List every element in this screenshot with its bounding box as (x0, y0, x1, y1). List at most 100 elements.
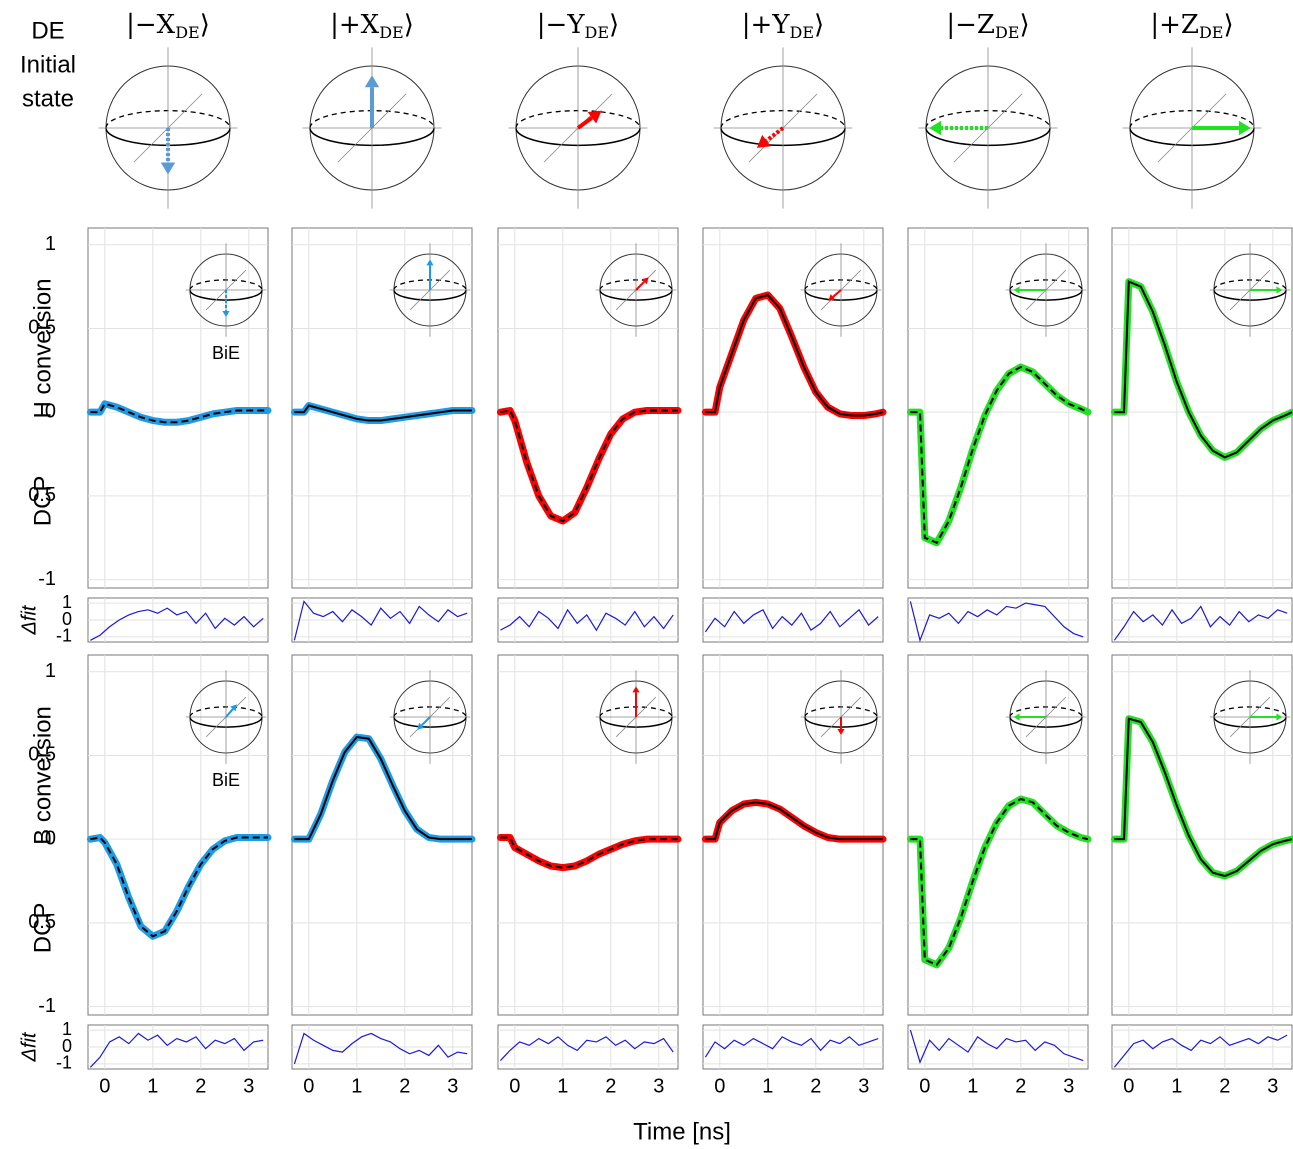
arrow-head (756, 134, 771, 148)
y-tick-label: 0.5 (28, 744, 56, 766)
residual-tick-label: 1 (62, 592, 72, 612)
x-tick-label: 0 (714, 1075, 725, 1097)
state-suffix: ⟩ (814, 10, 824, 40)
panel-frame (702, 227, 884, 589)
state-prefix: |+Z (1150, 10, 1199, 40)
annotation: BiE (212, 770, 240, 790)
residual-tick-label: 1 (62, 1019, 72, 1039)
header-line: DE (31, 17, 64, 44)
state-arrow (576, 116, 594, 130)
residual-curve (500, 608, 674, 632)
y-tick-label: 1 (45, 660, 56, 682)
state-label: |−YDE⟩ (537, 10, 619, 42)
state-suffix: ⟩ (404, 10, 414, 40)
x-tick-label: 3 (447, 1075, 458, 1097)
x-tick-label: 0 (509, 1075, 520, 1097)
state-prefix: |+Y (742, 10, 791, 40)
panel-frame (497, 654, 679, 1016)
arrow-head (587, 110, 602, 124)
state-arrow (420, 716, 431, 727)
x-tick-label: 0 (303, 1075, 314, 1097)
x-tick-label: 1 (1171, 1075, 1182, 1097)
fit-curve (910, 797, 1089, 966)
arrow-head (632, 686, 640, 693)
x-tick-label: 2 (1015, 1075, 1026, 1097)
fit-curve (500, 409, 678, 523)
fit-curve (705, 801, 883, 841)
fit-curve (500, 836, 678, 869)
state-suffix: ⟩ (1019, 10, 1029, 40)
fit-curve (1114, 717, 1293, 878)
y-tick-label: -1 (38, 568, 56, 590)
state-subscript: DE (585, 23, 610, 42)
residual-curve (89, 1032, 264, 1068)
panel-frame (1111, 227, 1293, 589)
y-tick-label: 0.5 (28, 317, 56, 339)
state-label: |+ZDE⟩ (1150, 10, 1233, 42)
residual-tick-label: 0 (62, 609, 72, 629)
arrow-head (1276, 713, 1283, 721)
fit-curve (910, 365, 1089, 545)
axis (543, 93, 613, 163)
panel-frame (702, 654, 884, 1016)
state-prefix: |−X (126, 10, 176, 40)
header-line: state (22, 85, 74, 112)
x-axis-label: Time [ns] (633, 1118, 731, 1145)
residual-curve (1113, 605, 1288, 641)
panel-frame (907, 654, 1089, 1016)
residual-y-label: Δfit (18, 604, 40, 635)
state-prefix: |−Z (946, 10, 995, 40)
arrow-head (222, 311, 230, 317)
arrow-head (426, 259, 434, 266)
fit-curve (294, 404, 472, 422)
y-axis-label: DCP (29, 476, 56, 527)
x-tick-label: 1 (557, 1075, 568, 1097)
x-tick-label: 2 (605, 1075, 616, 1097)
fit-curve (1114, 280, 1293, 459)
header-line: Initial (20, 51, 76, 78)
y-axis-label: DCP (29, 903, 56, 954)
x-tick-label: 3 (653, 1075, 664, 1097)
state-arrow (225, 708, 234, 718)
state-subscript: DE (995, 23, 1020, 42)
arrow-head (1013, 286, 1020, 294)
state-suffix: ⟩ (609, 10, 619, 40)
state-arrow (765, 126, 785, 143)
state-arrow (635, 280, 646, 291)
x-tick-label: 0 (1123, 1075, 1134, 1097)
state-suffix: ⟩ (1223, 10, 1233, 40)
y-tick-label: 0.5 (28, 911, 56, 933)
state-label: |+XDE⟩ (330, 10, 414, 42)
state-subscript: DE (1199, 23, 1224, 42)
fit-curve (294, 735, 472, 841)
arrow-head (364, 75, 380, 88)
state-subscript: DE (175, 23, 200, 42)
residual-tick-label: -1 (56, 626, 72, 646)
residual-curve (1113, 1034, 1288, 1068)
y-tick-label: 0 (45, 400, 56, 422)
residual-curve (909, 601, 1084, 643)
residual-curve (704, 608, 879, 633)
y-tick-label: 0 (45, 827, 56, 849)
arrow-head (417, 722, 425, 730)
residual-curve (909, 1029, 1084, 1064)
residual-y-label: Δfit (18, 1031, 40, 1062)
arrow-head (1276, 286, 1283, 294)
y-axis-label: H conversion (29, 278, 56, 418)
state-prefix: |−Y (537, 10, 586, 40)
x-tick-label: 3 (243, 1075, 254, 1097)
residual-tick-label: -1 (56, 1053, 72, 1073)
panel-frame (291, 654, 473, 1016)
x-tick-label: 2 (195, 1075, 206, 1097)
arrow-head (641, 277, 649, 285)
x-tick-label: 1 (147, 1075, 158, 1097)
y-axis-label: B conversion (29, 706, 56, 845)
fit-curve (705, 293, 884, 417)
x-tick-label: 1 (762, 1075, 773, 1097)
residual-tick-label: 0 (62, 1036, 72, 1056)
fit-curve (90, 402, 268, 424)
state-subscript: DE (379, 23, 404, 42)
x-tick-label: 2 (810, 1075, 821, 1097)
x-tick-label: 2 (1219, 1075, 1230, 1097)
panel-frame (1111, 654, 1293, 1016)
